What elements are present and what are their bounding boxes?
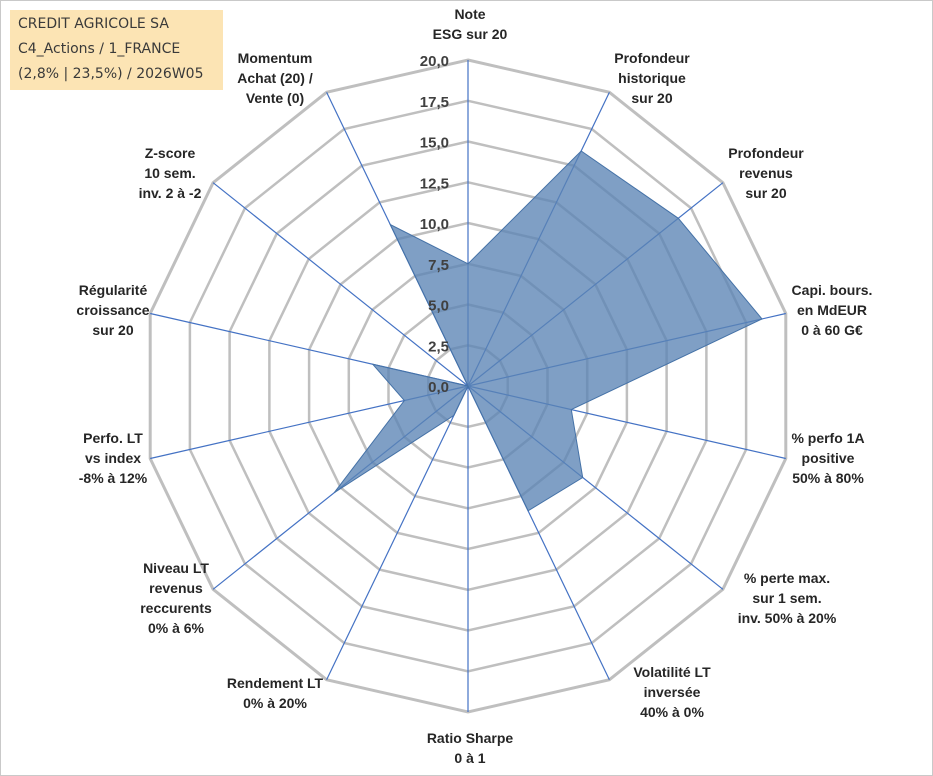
axis-label-line: Vente (0) [246, 90, 304, 106]
axis-label-line: 10 sem. [144, 165, 195, 181]
axis-label-line: Régularité [79, 282, 148, 298]
axis-label-line: -8% à 12% [79, 470, 148, 486]
axis-label-line: 0% à 20% [243, 695, 307, 711]
axis-label-line: sur 20 [745, 185, 786, 201]
axis-label-line: sur 1 sem. [752, 590, 821, 606]
axis-spoke [326, 385, 469, 680]
axis-label-line: revenus [739, 165, 793, 181]
axis-label-line: inv. 2 à -2 [139, 185, 202, 201]
tick-label: 12,5 [420, 175, 449, 192]
tick-label: 20,0 [420, 53, 449, 70]
axis-label-line: inv. 50% à 20% [738, 610, 837, 626]
tick-label: 17,5 [420, 94, 449, 111]
axis-label-line: Niveau LT [143, 560, 209, 576]
axis-label-line: croissance [76, 302, 149, 318]
axis-label: Ratio Sharpe 0 à 1 [427, 730, 514, 766]
axis-label-line: % perte max. [744, 570, 830, 586]
axis-label: Rendement LT 0% à 20% [227, 675, 324, 711]
tick-label: 0,0 [428, 379, 449, 396]
series-area [333, 150, 763, 512]
radar-tick-labels: 0,0 2,5 5,0 7,5 10,0 12,5 15,0 17,5 20,0 [420, 53, 449, 396]
axis-label-line: sur 20 [92, 322, 133, 338]
tick-label: 2,5 [428, 338, 449, 355]
axis-label-line: Note [454, 6, 485, 22]
info-box: CREDIT AGRICOLE SA C4_Actions / 1_FRANCE… [10, 10, 223, 90]
axis-label-line: Perfo. LT [83, 430, 143, 446]
axis-label: Régularité croissance sur 20 [76, 282, 149, 338]
axis-label-line: Momentum [238, 50, 313, 66]
axis-label: Niveau LT revenus reccurents 0% à 6% [140, 560, 212, 636]
axis-label: Profondeur historique sur 20 [614, 50, 690, 106]
axis-label: Volatilité LT inversée 40% à 0% [633, 664, 711, 720]
axis-label: Capi. bours. en MdEUR 0 à 60 G€ [792, 282, 873, 338]
axis-label-line: % perfo 1A [791, 430, 864, 446]
tick-label: 10,0 [420, 216, 449, 233]
axis-label-line: historique [618, 70, 686, 86]
axis-label-line: Rendement LT [227, 675, 324, 691]
axis-label-line: ESG sur 20 [433, 26, 508, 42]
axis-label-line: 50% à 80% [792, 470, 864, 486]
axis-label-line: revenus [149, 580, 203, 596]
radar-axis-labels: Note ESG sur 20 Profondeur historique sur 20… [76, 6, 872, 766]
axis-label-line: vs index [85, 450, 141, 466]
tick-label: 7,5 [428, 257, 449, 274]
axis-label: Z-score 10 sem. inv. 2 à -2 [139, 145, 202, 201]
axis-label-line: inversée [644, 684, 701, 700]
axis-label: % perte max. sur 1 sem. inv. 50% à 20% [738, 570, 837, 626]
category-label: C4_Actions / 1_FRANCE [18, 41, 181, 57]
axis-label-line: Volatilité LT [633, 664, 711, 680]
axis-label-line: Profondeur [728, 145, 804, 161]
axis-label-line: Achat (20) / [237, 70, 313, 86]
axis-label-line: reccurents [140, 600, 212, 616]
axis-label-line: Profondeur [614, 50, 690, 66]
period-label: (2,8% | 23,5%) / 2026W05 [18, 66, 204, 82]
axis-label: Note ESG sur 20 [433, 6, 508, 42]
company-name: CREDIT AGRICOLE SA [18, 16, 169, 32]
axis-label-line: Ratio Sharpe [427, 730, 514, 746]
tick-label: 15,0 [420, 135, 449, 152]
axis-label-line: en MdEUR [797, 302, 867, 318]
axis-label-line: sur 20 [631, 90, 672, 106]
axis-label-line: Z-score [145, 145, 196, 161]
axis-label: % perfo 1A positive 50% à 80% [791, 430, 864, 486]
tick-label: 5,0 [428, 298, 449, 315]
axis-label-line: 0 à 60 G€ [801, 322, 863, 338]
axis-label-line: positive [802, 450, 855, 466]
radar-series [333, 150, 763, 512]
axis-spoke [212, 182, 469, 387]
axis-label-line: 0 à 1 [454, 750, 485, 766]
axis-label-line: 0% à 6% [148, 620, 205, 636]
axis-label: Profondeur revenus sur 20 [728, 145, 804, 201]
axis-label-line: 40% à 0% [640, 704, 704, 720]
axis-label-line: Capi. bours. [792, 282, 873, 298]
axis-label: Perfo. LT vs index -8% à 12% [79, 430, 148, 486]
axis-label: Momentum Achat (20) / Vente (0) [237, 50, 313, 106]
